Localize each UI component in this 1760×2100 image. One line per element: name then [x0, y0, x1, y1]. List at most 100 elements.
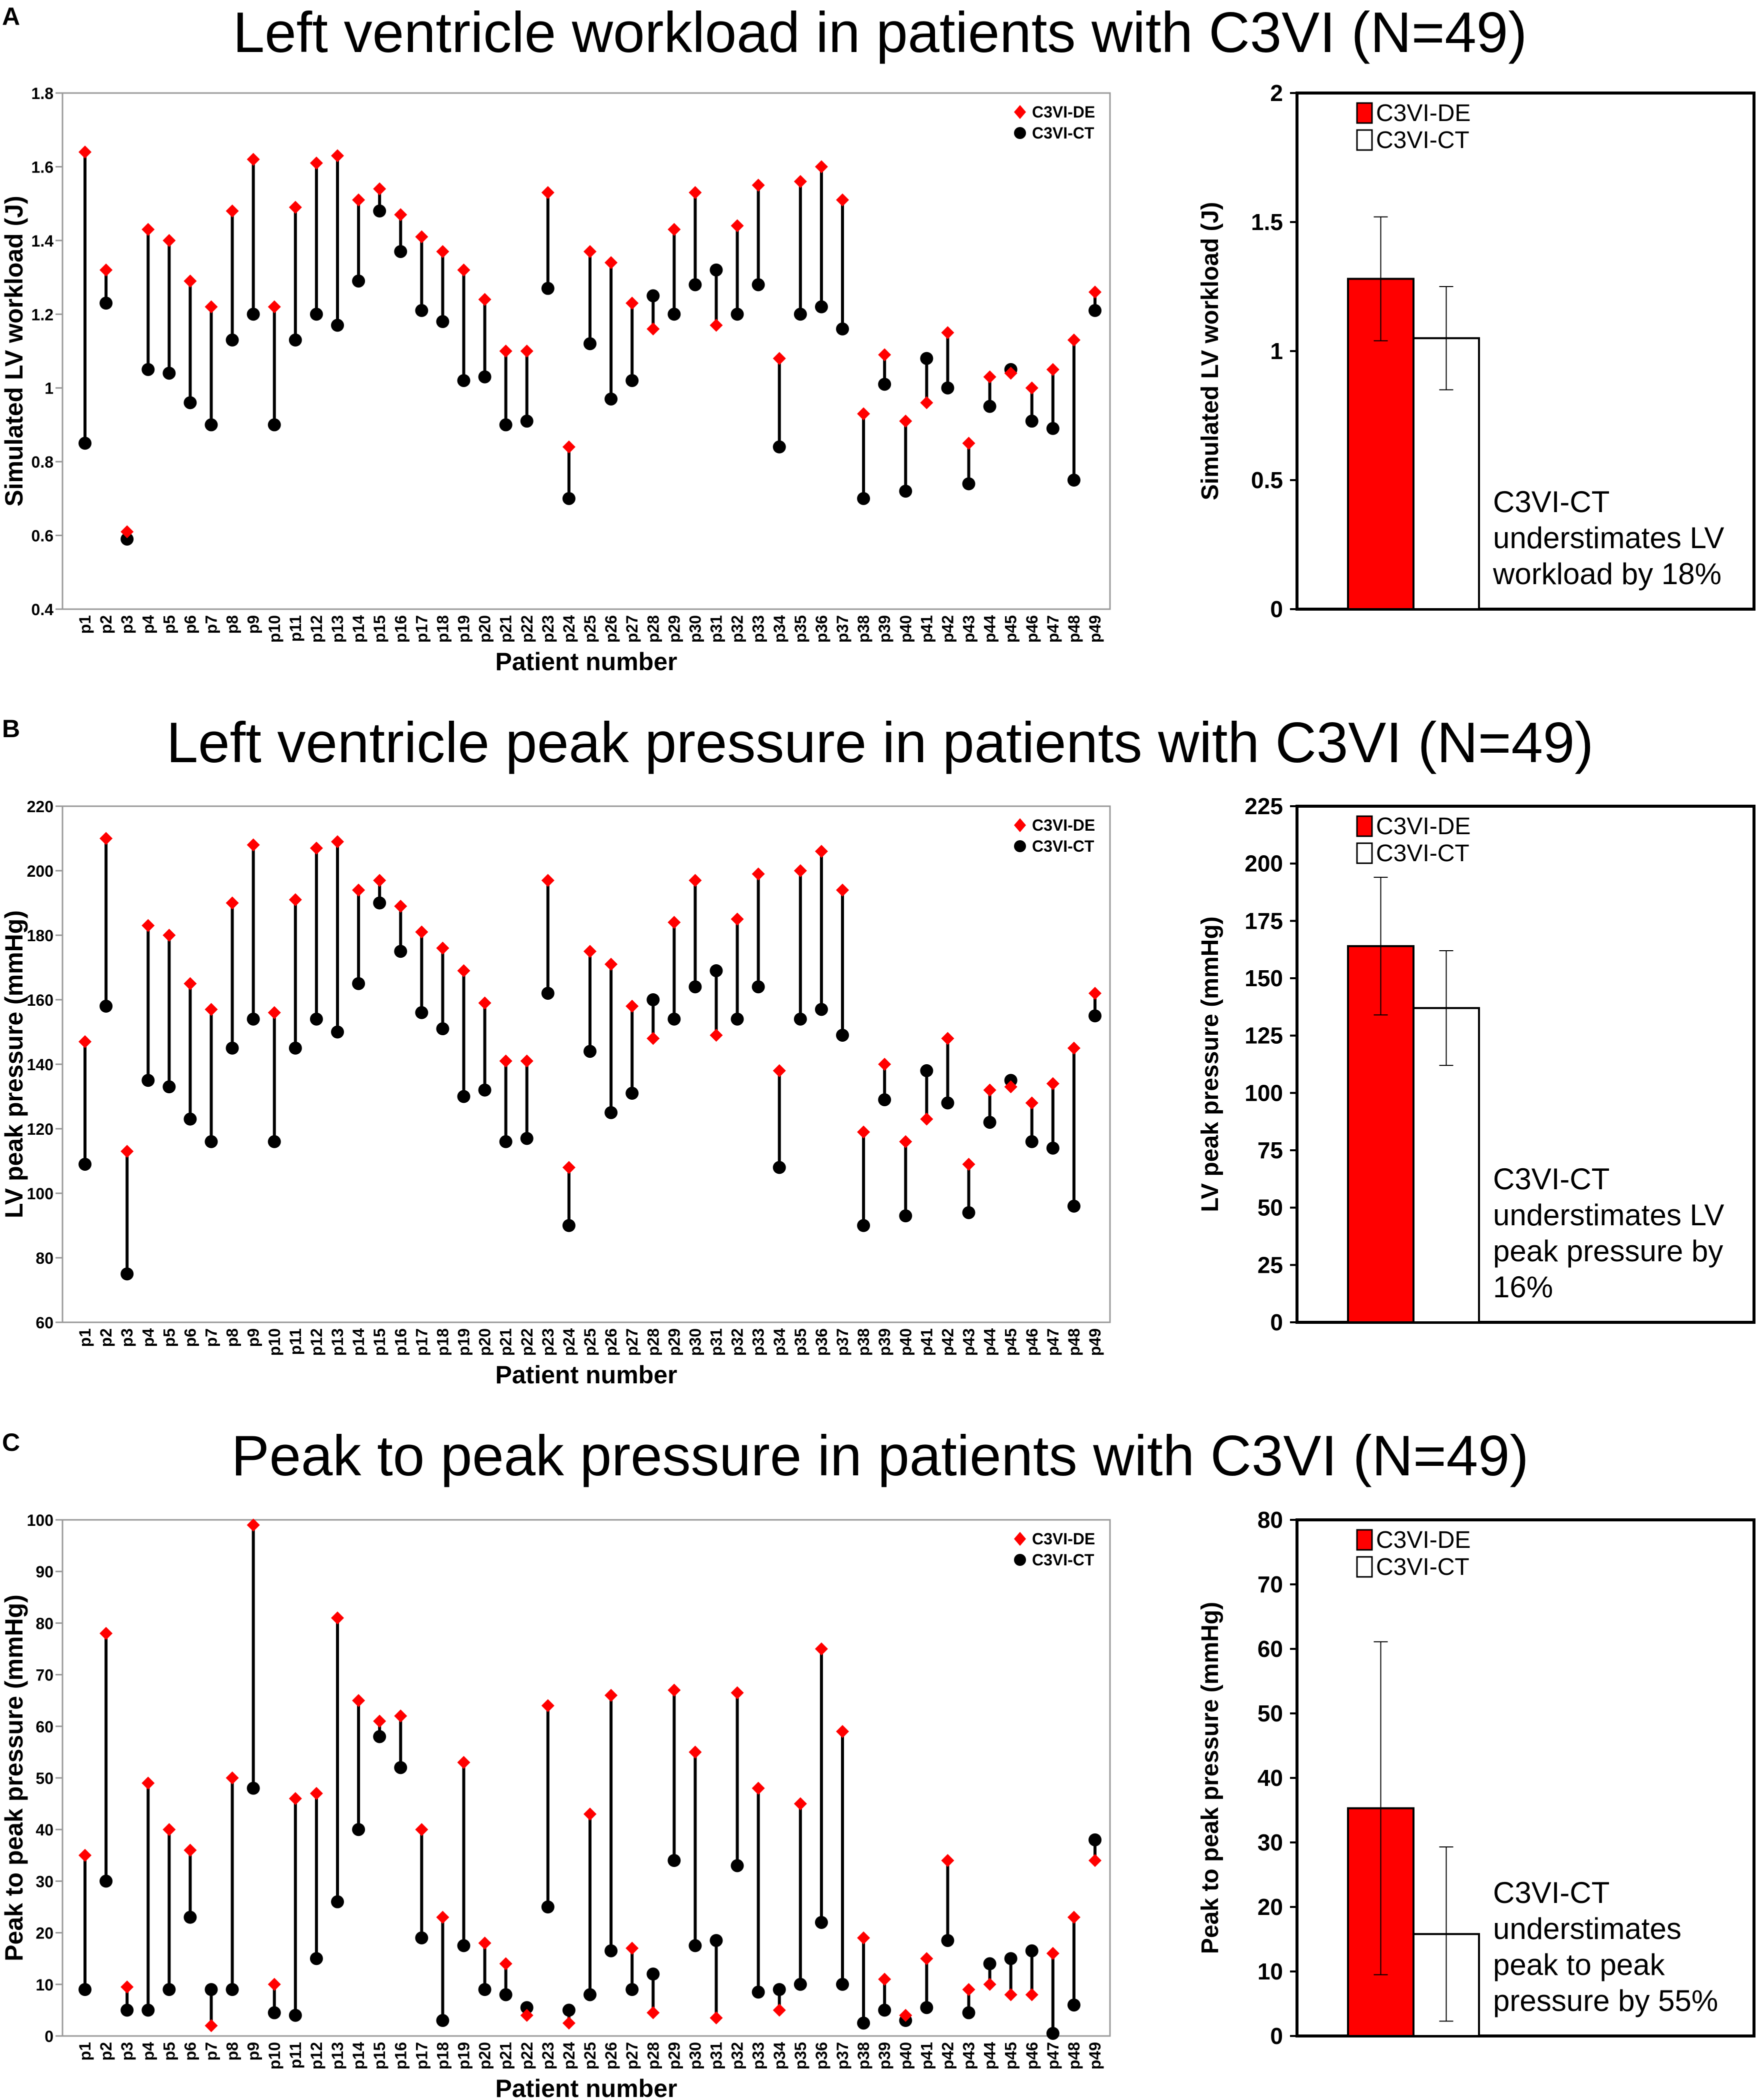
scatter-plot-frame: [62, 805, 1111, 1323]
bar-y-tick-label: 25: [1258, 1252, 1283, 1278]
x-tick-label: p9: [244, 1328, 262, 1347]
de-point: [878, 1972, 892, 1986]
ct-point: [499, 418, 512, 432]
x-tick-label: p28: [644, 1328, 662, 1356]
ct-point: [668, 1854, 681, 1867]
ct-point: [794, 1977, 807, 1991]
x-tick-label: p47: [1044, 615, 1062, 643]
x-tick-label: p40: [896, 1328, 914, 1356]
de-point: [394, 1709, 408, 1723]
ct-point: [100, 1874, 113, 1888]
de-point: [162, 929, 176, 942]
de-point: [814, 160, 828, 174]
legend-de-label: C3VI-DE: [1032, 103, 1095, 121]
bar-y-tick-label: 30: [1258, 1829, 1283, 1855]
ct-point: [962, 477, 976, 491]
de-point: [941, 326, 954, 340]
ct-point: [1046, 2026, 1060, 2040]
ct-point: [836, 322, 849, 336]
de-point: [373, 182, 386, 196]
bar-annotation-line: peak to peak: [1493, 1948, 1666, 1981]
x-tick-label: p6: [181, 2042, 199, 2060]
x-tick-label: p22: [518, 2042, 536, 2069]
ct-point: [162, 367, 176, 380]
ct-point: [584, 1988, 596, 2001]
x-tick-label: p40: [896, 615, 914, 643]
ct-point: [1046, 422, 1060, 435]
bar-annotation-line: understimates: [1493, 1912, 1682, 1945]
ct-point: [394, 1761, 408, 1774]
bar-y-tick-label: 150: [1244, 965, 1283, 991]
ct-point: [100, 297, 113, 310]
bar-y-tick-label: 175: [1244, 908, 1283, 934]
ct-point: [752, 1985, 765, 1999]
ct-point: [710, 263, 723, 277]
ct-point: [941, 1096, 954, 1110]
x-tick-label: p23: [539, 615, 557, 643]
x-tick-label: p14: [350, 2042, 368, 2069]
y-tick-label: 140: [27, 1056, 54, 1074]
de-point: [1067, 1910, 1080, 1924]
scatter-y-axis-label: Peak to peak pressure (mmHg): [0, 1594, 28, 1961]
x-tick-label: p41: [918, 615, 936, 643]
ct-point: [520, 415, 534, 428]
x-tick-label: p24: [560, 615, 578, 643]
de-point: [1025, 1096, 1038, 1110]
bar-legend-ct-label: C3VI-CT: [1376, 127, 1470, 154]
y-tick-label: 0.4: [32, 601, 54, 619]
ct-point: [730, 1859, 744, 1872]
y-tick-label: 80: [36, 1614, 54, 1632]
x-tick-label: p37: [834, 1328, 852, 1356]
y-tick-label: 1.2: [32, 306, 54, 324]
y-tick-label: 120: [27, 1120, 54, 1138]
bar-y-tick-label: 40: [1258, 1765, 1283, 1791]
de-point: [331, 835, 344, 848]
de-point: [436, 245, 450, 258]
x-tick-label: p3: [118, 1328, 136, 1347]
de-point: [142, 1776, 155, 1790]
scatter-plot-frame: [62, 92, 1111, 610]
x-tick-label: p5: [160, 2042, 178, 2060]
bar-legend-ct-swatch: [1356, 129, 1373, 151]
x-tick-label: p12: [308, 615, 326, 643]
x-tick-label: p15: [370, 2042, 388, 2069]
de-point: [878, 348, 892, 362]
x-tick-label: p2: [97, 1328, 115, 1347]
y-tick-label: 200: [27, 862, 54, 880]
panel-b: 60 80 100 120 140 160 180 200 220 LV peak pressur…: [0, 793, 1756, 1389]
ct-point: [310, 308, 323, 321]
x-tick-label: p40: [896, 2042, 914, 2069]
bar-y-tick-label: 80: [1258, 1507, 1283, 1533]
x-tick-label: p14: [350, 615, 368, 643]
ct-point: [899, 1209, 912, 1223]
bar-y-tick-label: 75: [1258, 1137, 1283, 1163]
de-point: [646, 322, 660, 336]
de-point: [226, 896, 239, 910]
de-point: [204, 2019, 218, 2032]
scatter-y-axis-label: Simulated LV workload (J): [0, 196, 28, 506]
ct-point: [857, 1219, 870, 1232]
x-tick-label: p46: [1023, 2042, 1041, 2069]
x-tick-label: p9: [244, 615, 262, 634]
ct-point: [730, 1012, 744, 1026]
de-point: [730, 1686, 744, 1699]
de-point: [310, 157, 323, 170]
x-tick-label: p11: [286, 2042, 304, 2068]
ct-point: [688, 980, 702, 994]
de-point: [1088, 987, 1102, 1000]
ct-point: [352, 977, 366, 990]
de-point: [772, 2003, 786, 2017]
de-point: [499, 1054, 512, 1068]
ct-point: [836, 1028, 849, 1042]
bar-y-tick-label: 0: [1270, 596, 1283, 622]
x-tick-label: p21: [497, 2042, 515, 2069]
de-point: [941, 1854, 954, 1867]
x-tick-label: p49: [1086, 1328, 1104, 1356]
x-tick-label: p31: [708, 1328, 726, 1356]
x-tick-label: p28: [644, 615, 662, 643]
ct-point: [983, 1116, 996, 1129]
ct-point: [162, 1080, 176, 1094]
x-tick-label: p11: [286, 615, 304, 642]
de-point: [100, 832, 113, 845]
x-tick-label: p38: [854, 1328, 872, 1356]
